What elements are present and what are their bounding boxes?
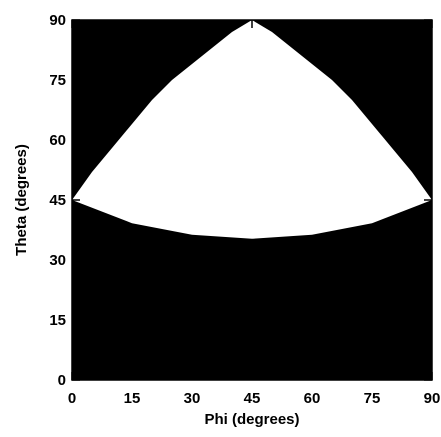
y-tick-label: 0 xyxy=(58,372,66,389)
y-tick-label: 60 xyxy=(49,132,66,149)
y-tick-label: 90 xyxy=(49,12,66,29)
y-tick-labels: 0 15 30 45 60 75 90 xyxy=(49,12,66,389)
x-axis-label: Phi (degrees) xyxy=(204,411,299,428)
major-ticks xyxy=(71,19,433,381)
y-tick-label: 15 xyxy=(49,312,66,329)
plot-frame xyxy=(71,19,433,381)
x-tick-labels: 0 15 30 45 60 75 90 xyxy=(68,390,441,407)
y-axis-label: Theta (degrees) xyxy=(13,144,30,256)
x-tick-label: 90 xyxy=(424,390,441,407)
y-tick-label: 75 xyxy=(49,72,66,89)
x-tick-label: 0 xyxy=(68,390,76,407)
x-tick-label: 15 xyxy=(124,390,141,407)
visible-region xyxy=(72,20,432,239)
x-tick-label: 75 xyxy=(364,390,381,407)
y-tick-label: 45 xyxy=(49,192,66,209)
x-tick-label: 60 xyxy=(304,390,321,407)
x-tick-label: 30 xyxy=(184,390,201,407)
x-tick-label: 45 xyxy=(244,390,261,407)
y-tick-label: 30 xyxy=(49,252,66,269)
